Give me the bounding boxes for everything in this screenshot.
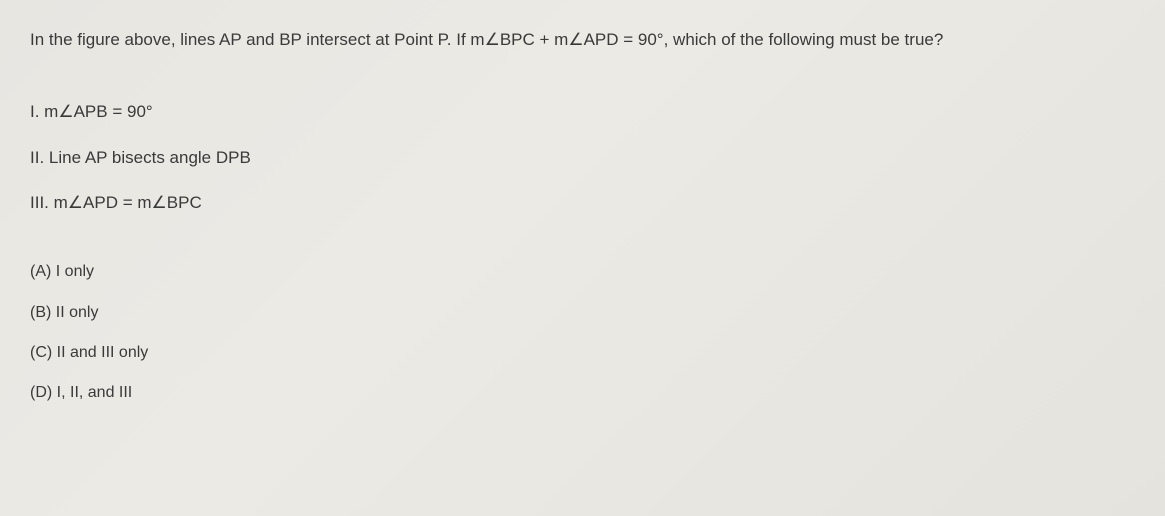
statement-1-label: I. m [30, 102, 58, 121]
statement-1-rest: APB = 90° [74, 102, 153, 121]
option-b[interactable]: (B) II only [30, 302, 1135, 324]
angle-symbol: ∠ [485, 30, 500, 49]
option-a[interactable]: (A) I only [30, 261, 1135, 283]
angle-symbol: ∠ [68, 193, 83, 212]
statement-3-mid: APD = m [83, 193, 152, 212]
statement-3-end: BPC [167, 193, 202, 212]
question-prompt: In the figure above, lines AP and BP int… [30, 28, 1135, 52]
statement-2: II. Line AP bisects angle DPB [30, 146, 1135, 170]
prompt-expr1: BPC + m [500, 30, 569, 49]
statement-3-label: III. m [30, 193, 68, 212]
angle-symbol: ∠ [568, 30, 583, 49]
options-block: (A) I only (B) II only (C) II and III on… [30, 261, 1135, 405]
statement-3: III. m∠APD = m∠BPC [30, 191, 1135, 215]
statements-block: I. m∠APB = 90° II. Line AP bisects angle… [30, 100, 1135, 215]
option-d[interactable]: (D) I, II, and III [30, 382, 1135, 404]
angle-symbol: ∠ [58, 102, 73, 121]
prompt-expr2: APD = 90°, which of the following must b… [584, 30, 944, 49]
statement-1: I. m∠APB = 90° [30, 100, 1135, 124]
option-c[interactable]: (C) II and III only [30, 342, 1135, 364]
angle-symbol: ∠ [152, 193, 167, 212]
prompt-prefix: In the figure above, lines AP and BP int… [30, 30, 485, 49]
